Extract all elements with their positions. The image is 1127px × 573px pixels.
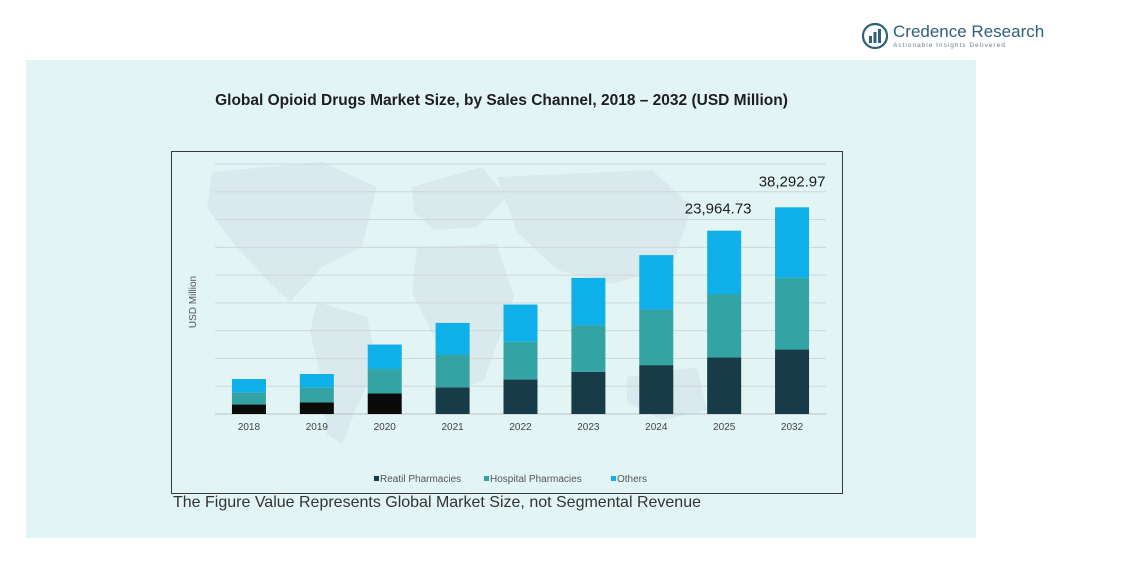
bar-segment-2021-retail: [435, 387, 470, 414]
bar-segment-2020-retail: [367, 393, 402, 414]
bar-segment-2019-hospital: [299, 387, 334, 403]
y-axis-label: USD Million: [188, 276, 199, 328]
bar-segment-2018-retail: [231, 404, 266, 414]
brand-tagline: Actionable Insights Delivered: [893, 41, 1006, 49]
x-tick-label: 2019: [306, 422, 329, 433]
chart-title: Global Opioid Drugs Market Size, by Sale…: [215, 92, 788, 109]
bar-segment-2019-others: [299, 374, 334, 388]
credence-logo-icon: [862, 23, 888, 49]
legend-swatch: [374, 476, 379, 481]
x-tick-label: 2021: [441, 422, 464, 433]
legend-label: Reatil Pharmacies: [380, 474, 461, 485]
bar-segment-2024-others: [639, 255, 674, 310]
data-label-2032: 38,292.97: [759, 173, 826, 190]
stacked-bar-chart: 2018 2019 2020 2021 2022 2023 2024 2025 2032 23,…: [188, 162, 826, 485]
brand-logo: Credence Research Actionable Insights De…: [862, 20, 1044, 52]
bar-segment-2032-hospital: [775, 277, 810, 350]
legend-swatch: [484, 476, 489, 481]
x-tick-label: 2032: [781, 422, 804, 433]
legend-swatch: [611, 476, 616, 481]
x-tick-label: 2023: [577, 422, 600, 433]
bar-segment-2022-retail: [503, 379, 538, 414]
bar-segment-2021-others: [435, 322, 470, 355]
bar-segment-2025-others: [707, 230, 742, 294]
legend-label: Hospital Pharmacies: [490, 474, 582, 485]
bar-segment-2022-hospital: [503, 341, 538, 380]
bar-segment-2025-retail: [707, 357, 742, 414]
bar-segment-2024-hospital: [639, 309, 674, 366]
legend-label: Others: [617, 474, 647, 485]
x-tick-label: 2022: [509, 422, 532, 433]
bar-segment-2023-retail: [571, 371, 606, 414]
data-label-2025: 23,964.73: [685, 201, 752, 218]
x-tick-label: 2018: [238, 422, 261, 433]
bar-segment-2018-others: [231, 379, 266, 393]
bar-segment-2025-hospital: [707, 294, 742, 358]
brand-name: Credence Research: [893, 21, 1045, 41]
bar-segment-2032-others: [775, 207, 810, 278]
bar-segment-2020-hospital: [367, 369, 402, 394]
bar-segment-2018-hospital: [231, 392, 266, 405]
chart-frame: 2018 2019 2020 2021 2022 2023 2024 2025 2032 23,…: [171, 151, 843, 494]
bar-segment-2023-others: [571, 277, 606, 326]
footnote: The Figure Value Represents Global Marke…: [173, 494, 701, 511]
bar-segment-2024-retail: [639, 365, 674, 414]
bar-segment-2021-hospital: [435, 354, 470, 388]
bar-segment-2019-retail: [299, 402, 334, 414]
bar-segment-2020-others: [367, 344, 402, 369]
chart-legend: Reatil Pharmacies Hospital Pharmacies Othe…: [374, 474, 647, 485]
bar-segment-2023-hospital: [571, 325, 606, 372]
bar-segment-2022-others: [503, 304, 538, 342]
x-tick-label: 2024: [645, 422, 668, 433]
x-tick-label: 2020: [374, 422, 397, 433]
bar-segment-2032-retail: [775, 349, 810, 414]
x-tick-label: 2025: [713, 422, 736, 433]
